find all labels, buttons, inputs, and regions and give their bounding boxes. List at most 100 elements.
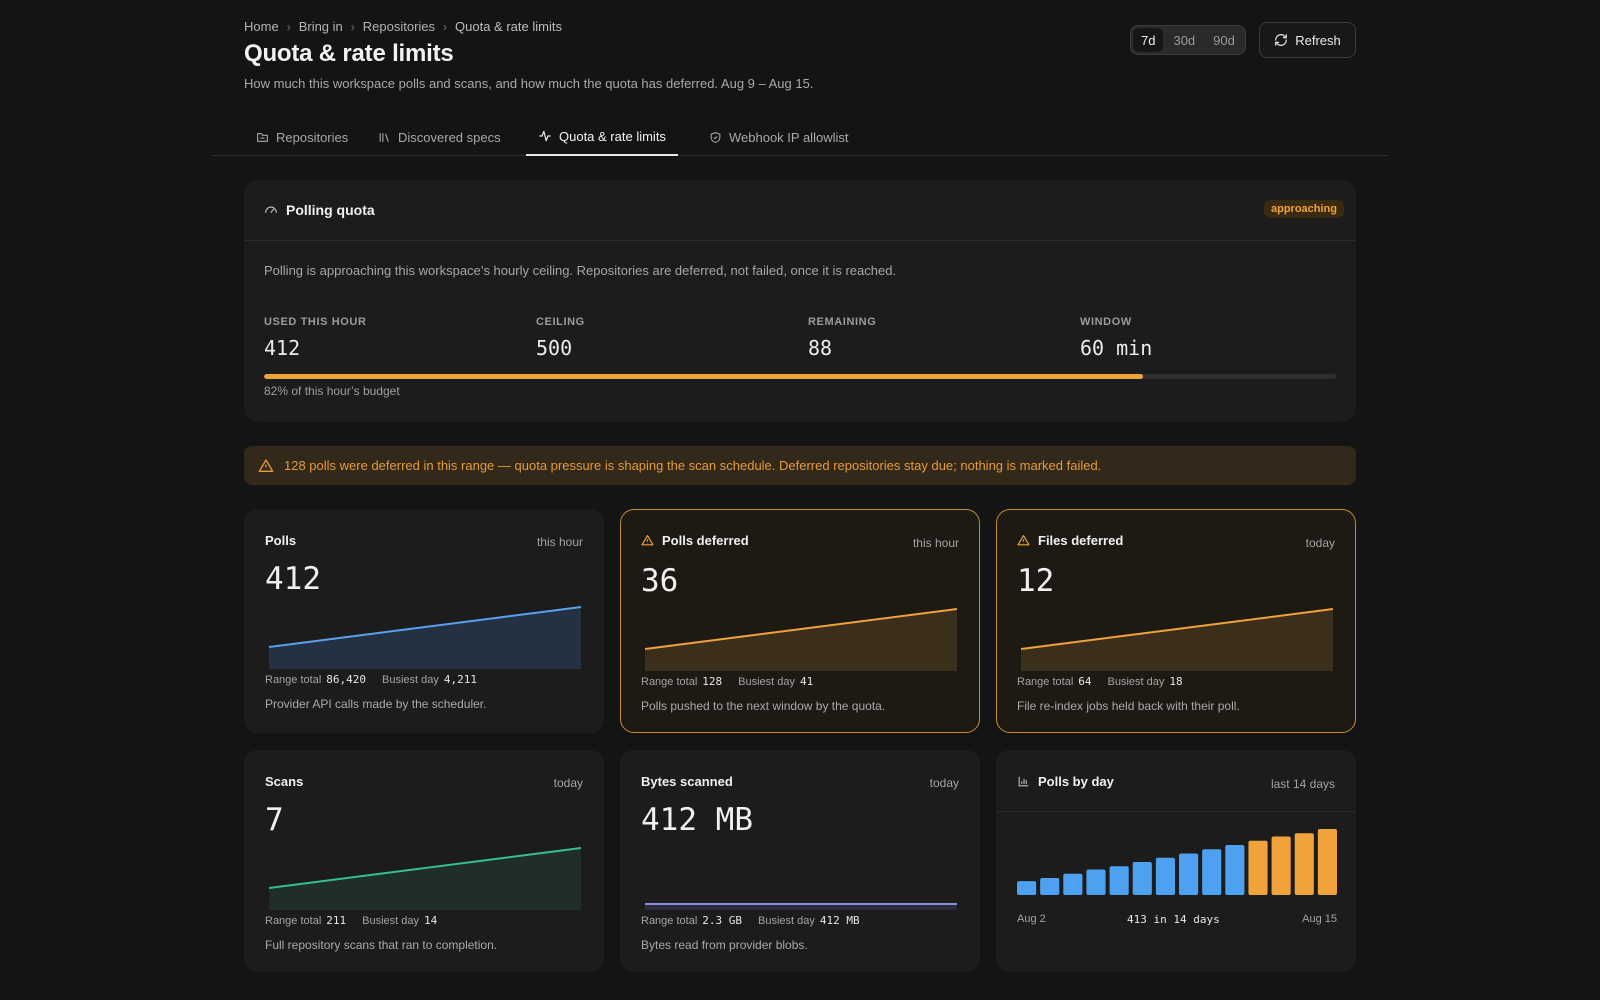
metric-card-polls: Polls this hour 412 Range total 86,420 Bu… xyxy=(244,509,604,733)
metric-value: 412 MB xyxy=(641,802,753,838)
metric-card-bytes-scanned: Bytes scanned today 412 MB Range total 2.… xyxy=(620,750,980,972)
day-bar xyxy=(1086,869,1106,895)
sparkline xyxy=(645,608,957,671)
metric-period: today xyxy=(1305,536,1335,550)
tab-discovered-specs[interactable]: Discovered specs xyxy=(366,118,513,156)
sparkline-line xyxy=(269,606,581,648)
busiest-day: Busiest day 14 xyxy=(362,914,437,927)
chevron-right-icon: › xyxy=(443,19,448,34)
metric-title: Bytes scanned xyxy=(641,774,733,789)
busiest-day: Busiest day 4,211 xyxy=(382,673,477,686)
sparkline xyxy=(645,903,957,910)
stat-label: USED THIS HOUR xyxy=(264,316,367,328)
sparkline-line xyxy=(1021,608,1333,650)
metric-footer: Range total 211 Busiest day 14 xyxy=(265,914,437,927)
metric-description: Provider API calls made by the scheduler… xyxy=(265,697,487,711)
breadcrumb-repositories[interactable]: Repositories xyxy=(362,19,436,34)
metric-description: File re-index jobs held back with their … xyxy=(1017,699,1240,713)
stat-ceiling: CEILING 500 xyxy=(536,316,585,360)
busiest-day-value: 412 MB xyxy=(819,914,860,927)
stat-used-this-hour: USED THIS HOUR 412 xyxy=(264,316,367,360)
range-total-label: Range total xyxy=(265,674,322,686)
breadcrumb-current: Quota & rate limits xyxy=(455,19,562,34)
stat-label: CEILING xyxy=(536,316,585,328)
tab-label: Webhook IP allowlist xyxy=(729,129,849,145)
stat-label: REMAINING xyxy=(808,316,877,328)
polls-by-day-summary: 413 in 14 days xyxy=(1127,913,1220,926)
metric-period: today xyxy=(553,776,583,790)
busiest-day-value: 14 xyxy=(424,914,438,927)
range-total-value: 64 xyxy=(1078,675,1092,688)
metric-card-files-deferred: Files deferred today 12 Range total 64 Bu… xyxy=(996,509,1356,733)
stat-value: 88 xyxy=(808,336,833,360)
day-bar xyxy=(1155,857,1175,895)
day-bar xyxy=(1202,849,1222,895)
range-total: Range total 2.3 GB xyxy=(641,914,742,927)
range-total: Range total 211 xyxy=(265,914,346,927)
range-30d-button[interactable]: 30d xyxy=(1173,32,1196,48)
tab-label: Discovered specs xyxy=(398,129,501,145)
sparkline-area xyxy=(645,904,957,910)
tab-repositories[interactable]: Repositories xyxy=(244,118,360,156)
range-7d-button[interactable]: 7d xyxy=(1133,28,1164,52)
quota-title: Polling quota xyxy=(286,202,375,218)
polls-by-day-title-text: Polls by day xyxy=(1038,774,1114,789)
metric-value: 7 xyxy=(265,802,284,838)
busiest-day: Busiest day 412 MB xyxy=(758,914,860,927)
status-badge: approaching xyxy=(1263,200,1344,218)
metric-value: 12 xyxy=(1017,563,1055,599)
deferral-alert: 128 polls were deferred in this range — … xyxy=(244,446,1356,485)
stat-value: 60 min xyxy=(1080,336,1153,360)
busiest-day: Busiest day 18 xyxy=(1108,675,1183,688)
sparkline xyxy=(1021,608,1333,671)
refresh-button[interactable]: Refresh xyxy=(1259,22,1356,58)
day-bar xyxy=(1040,877,1060,895)
metric-title: Files deferred xyxy=(1017,533,1123,548)
quota-progress-bar xyxy=(264,374,1336,379)
refresh-label: Refresh xyxy=(1295,32,1341,48)
sparkline-area xyxy=(1021,609,1333,671)
polls-by-day-title: Polls by day xyxy=(1017,774,1114,789)
range-total-value: 211 xyxy=(326,914,347,927)
refresh-icon xyxy=(1275,34,1288,46)
tab-webhook-ip-allowlist[interactable]: Webhook IP allowlist xyxy=(697,118,860,156)
metric-description: Polls pushed to the next window by the q… xyxy=(641,699,886,713)
stat-remaining: REMAINING 88 xyxy=(808,316,876,360)
metric-period: this hour xyxy=(912,536,959,550)
metric-footer: Range total 86,420 Busiest day 4,211 xyxy=(265,673,477,686)
breadcrumb-bring-in[interactable]: Bring in xyxy=(298,19,343,34)
day-bar xyxy=(1017,881,1037,895)
metric-card-polls-deferred: Polls deferred this hour 36 Range total 1… xyxy=(620,509,980,733)
bar-chart-icon xyxy=(1018,776,1029,787)
stat-window: WINDOW 60 min xyxy=(1080,316,1152,360)
busiest-day-label: Busiest day xyxy=(738,676,796,688)
metric-title: Scans xyxy=(265,774,303,789)
breadcrumb-home[interactable]: Home xyxy=(244,19,279,34)
busiest-day-label: Busiest day xyxy=(362,915,420,927)
metric-title-text: Bytes scanned xyxy=(641,774,733,789)
breadcrumb: Home › Bring in › Repositories › Quota &… xyxy=(244,19,562,34)
metric-period: this hour xyxy=(536,535,583,549)
range-total-label: Range total xyxy=(265,915,322,927)
busiest-day-value: 41 xyxy=(800,675,814,688)
busiest-day-label: Busiest day xyxy=(1107,676,1165,688)
range-90d-button[interactable]: 90d xyxy=(1213,32,1235,48)
range-total: Range total 86,420 xyxy=(265,673,366,686)
page-subtitle: How much this workspace polls and scans,… xyxy=(244,76,814,91)
busiest-day-value: 18 xyxy=(1169,675,1183,688)
metric-title: Polls deferred xyxy=(641,533,749,548)
day-bar xyxy=(1063,873,1083,895)
tab-quota-rate-limits[interactable]: Quota & rate limits xyxy=(526,118,678,156)
day-bar xyxy=(1294,833,1314,895)
page-title: Quota & rate limits xyxy=(244,40,454,67)
polls-by-day-card: Polls by day last 14 days Aug 2 413 in 1… xyxy=(996,750,1356,972)
metric-title-text: Polls deferred xyxy=(662,533,749,548)
gauge-icon xyxy=(265,206,277,213)
metric-footer: Range total 2.3 GB Busiest day 412 MB xyxy=(641,914,860,927)
axis-start-label: Aug 2 xyxy=(1017,913,1046,925)
metric-card-scans: Scans today 7 Range total 211 Busiest day… xyxy=(244,750,604,972)
sparkline-line xyxy=(269,847,581,889)
range-total-label: Range total xyxy=(641,915,698,927)
range-total-label: Range total xyxy=(641,676,698,688)
metric-value: 36 xyxy=(641,563,679,599)
